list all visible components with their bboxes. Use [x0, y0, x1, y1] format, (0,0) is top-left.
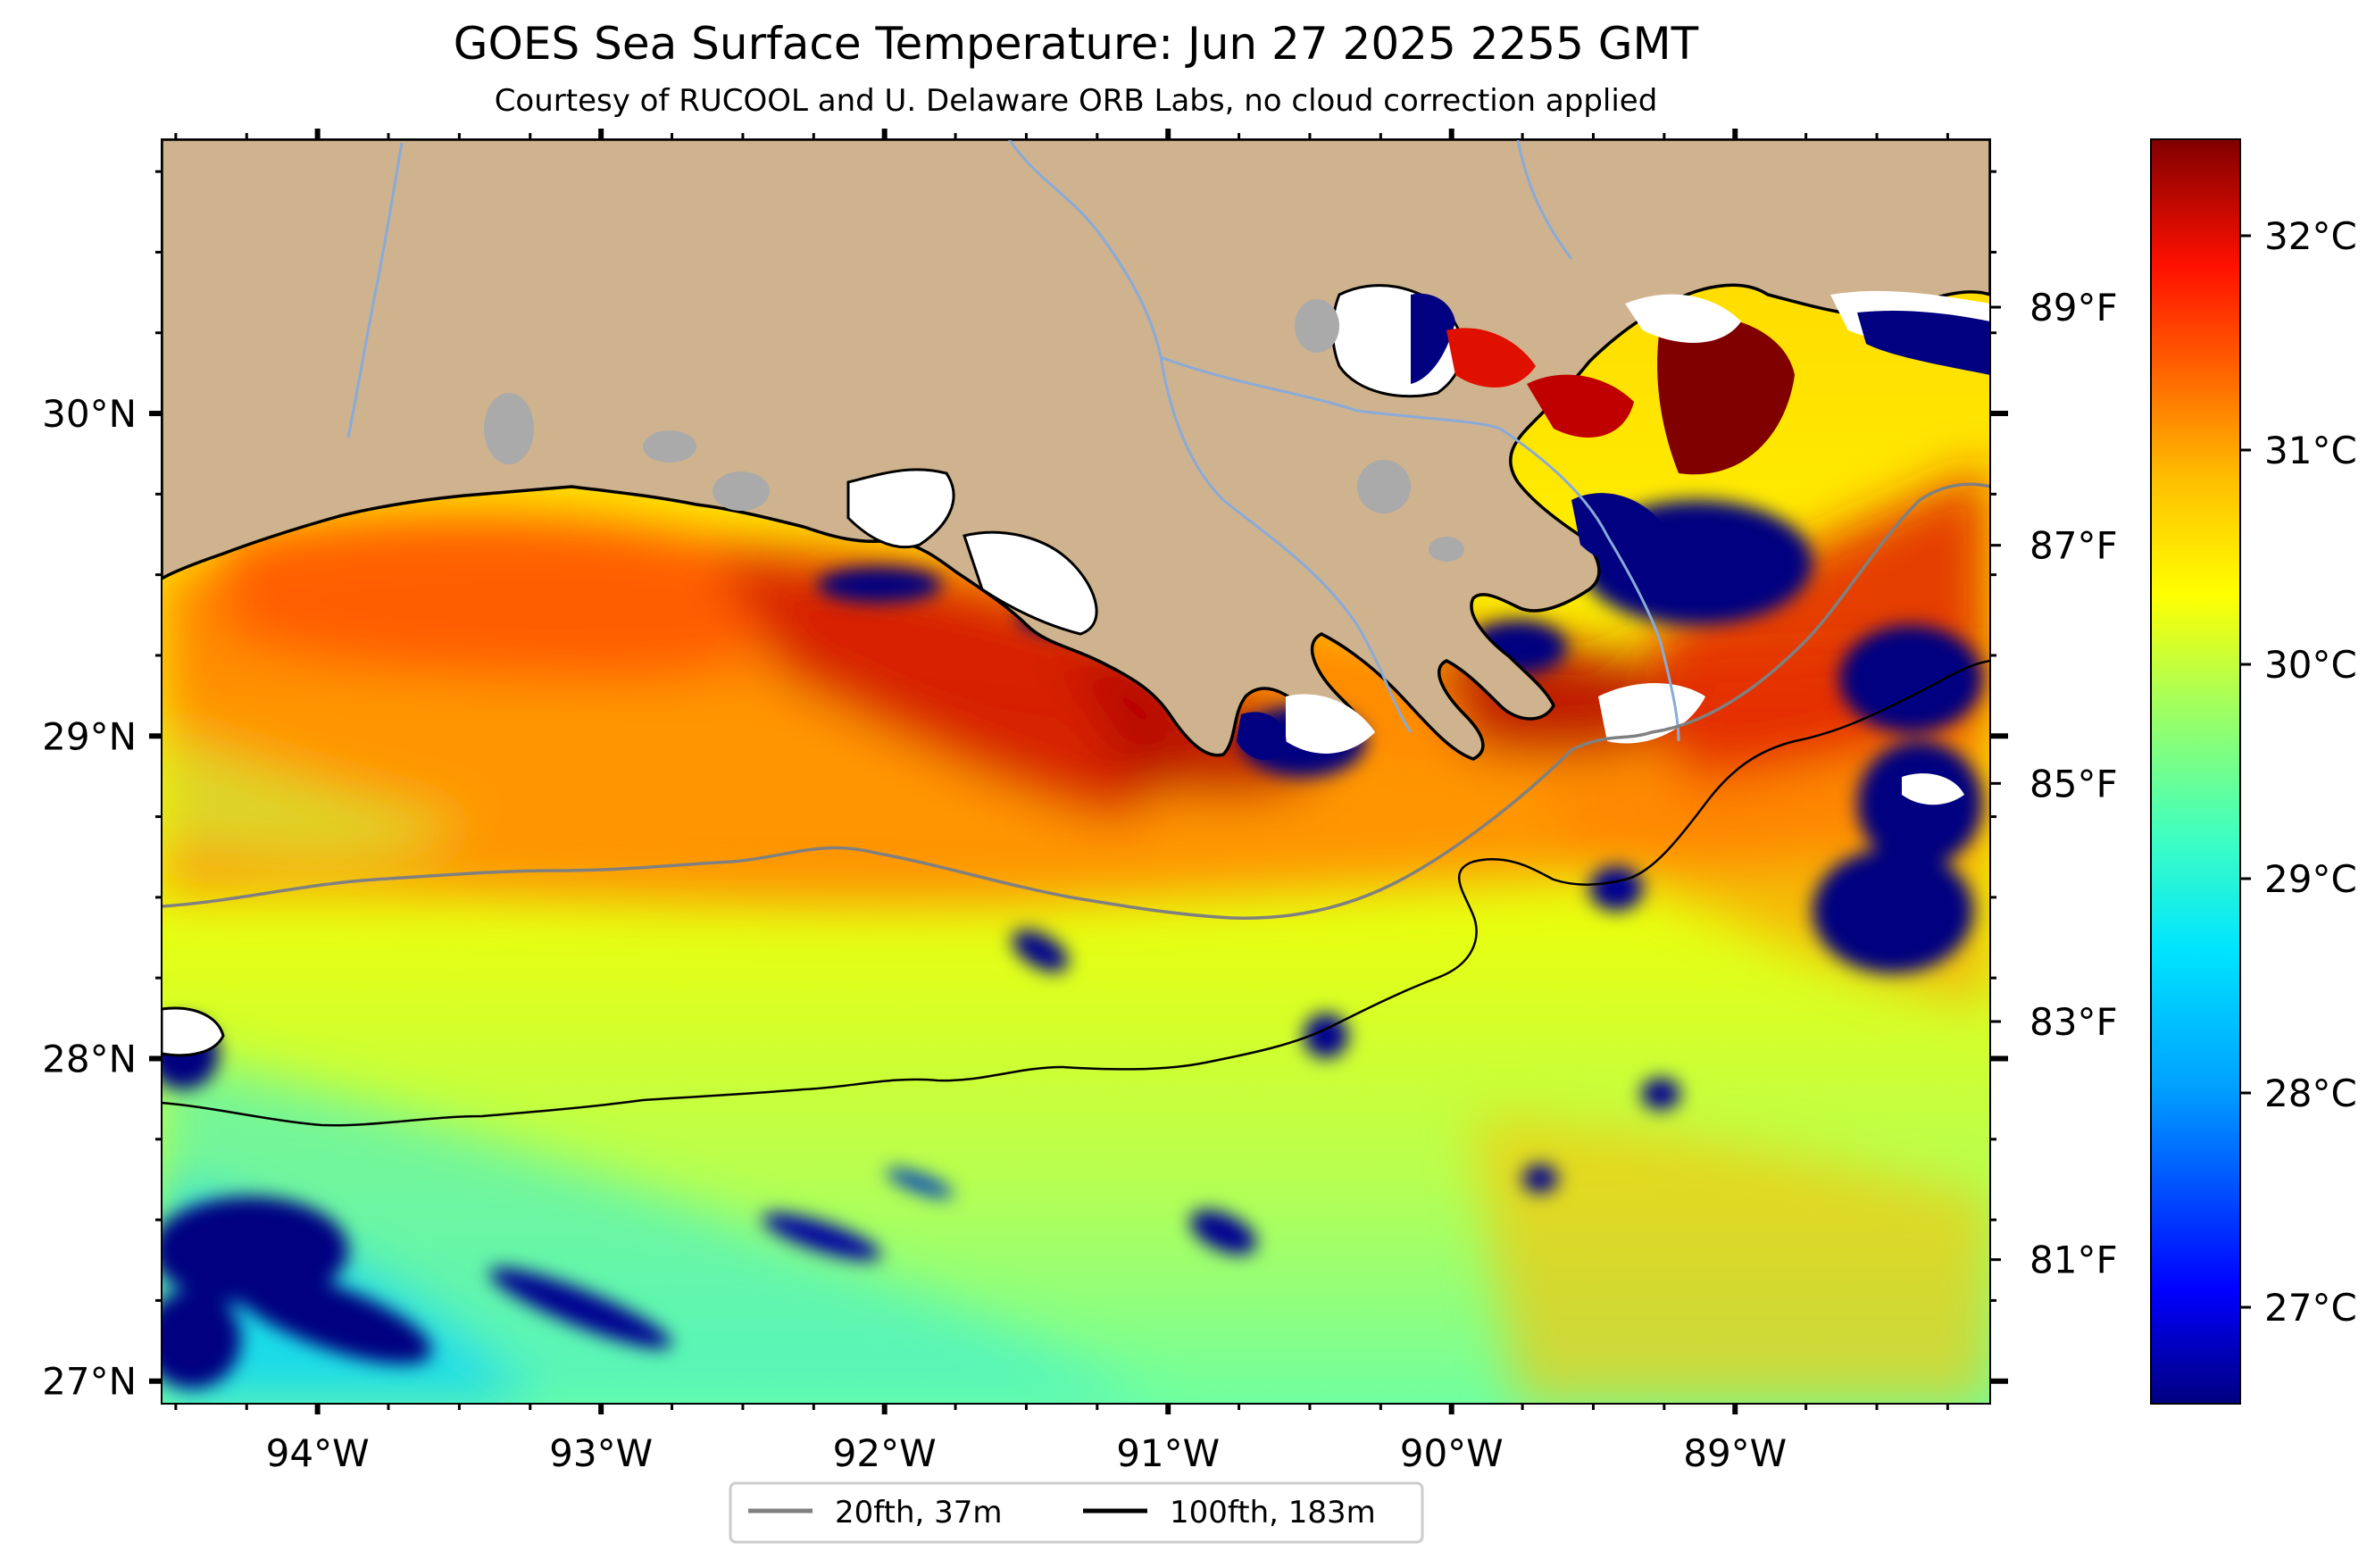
lat-tick-label: 28°N — [42, 1037, 137, 1080]
legend-box — [729, 1481, 1424, 1544]
rivers — [346, 139, 1680, 742]
map-area — [162, 139, 1990, 1404]
fahrenheit-tick-label: 87°F — [2029, 524, 2118, 568]
isobath-100fth — [162, 659, 1990, 1127]
fahrenheit-tick-label: 85°F — [2029, 762, 2118, 805]
sst-patches — [162, 464, 1990, 1404]
colorbar-ticks: 27°C 28°C 29°C 30°C 31°C 32°C — [2240, 214, 2357, 1330]
map-ticks: 94°W 93°W 92°W 91°W 90°W 89°W 30°N 29°N 28°N 27°N… — [42, 129, 2118, 1475]
lon-tick-label: 89°W — [1683, 1431, 1787, 1475]
lat-tick-label: 29°N — [42, 714, 137, 758]
cloud-mask — [162, 284, 1990, 1057]
colorbar: 27°C 28°C 29°C 30°C 31°C 32°C — [2150, 138, 2357, 1405]
legend-label-100fth: 100fth, 183m — [1170, 1495, 1376, 1530]
legend: 20fth, 37m 100fth, 183m — [729, 1481, 1424, 1544]
lon-tick-label: 93°W — [549, 1431, 653, 1475]
fahrenheit-tick-label: 83°F — [2029, 1000, 2118, 1044]
lon-tick-label: 94°W — [266, 1431, 370, 1475]
colorbar-tick-label: 28°C — [2264, 1072, 2357, 1115]
lon-tick-label: 92°W — [833, 1431, 937, 1475]
lon-tick-label: 91°W — [1116, 1431, 1220, 1475]
colorbar-gradient — [2150, 138, 2241, 1405]
colorbar-tick-label: 27°C — [2264, 1286, 2357, 1330]
colorbar-tick-label: 32°C — [2264, 214, 2357, 258]
lakes — [484, 299, 1464, 562]
isobath-20fth — [162, 482, 1990, 920]
map-subtitle: Courtesy of RUCOOL and U. Delaware ORB L… — [494, 83, 1658, 119]
delta-warm-patch — [1657, 315, 1795, 475]
lat-tick-label: 27°N — [42, 1360, 137, 1404]
fahrenheit-tick-label: 89°F — [2029, 286, 2118, 329]
colorbar-tick-label: 30°C — [2264, 643, 2357, 687]
lon-tick-label: 90°W — [1400, 1431, 1504, 1475]
colorbar-tick-label: 31°C — [2264, 429, 2357, 472]
legend-label-20fth: 20fth, 37m — [835, 1495, 1003, 1530]
cold-patches — [162, 500, 1982, 1389]
map-title: GOES Sea Surface Temperature: Jun 27 202… — [453, 18, 1699, 70]
fahrenheit-tick-label: 81°F — [2029, 1239, 2118, 1282]
colorbar-tick-label: 29°C — [2264, 857, 2357, 901]
map-frame — [161, 138, 1991, 1405]
lat-tick-label: 30°N — [42, 392, 137, 436]
land — [162, 139, 1990, 761]
